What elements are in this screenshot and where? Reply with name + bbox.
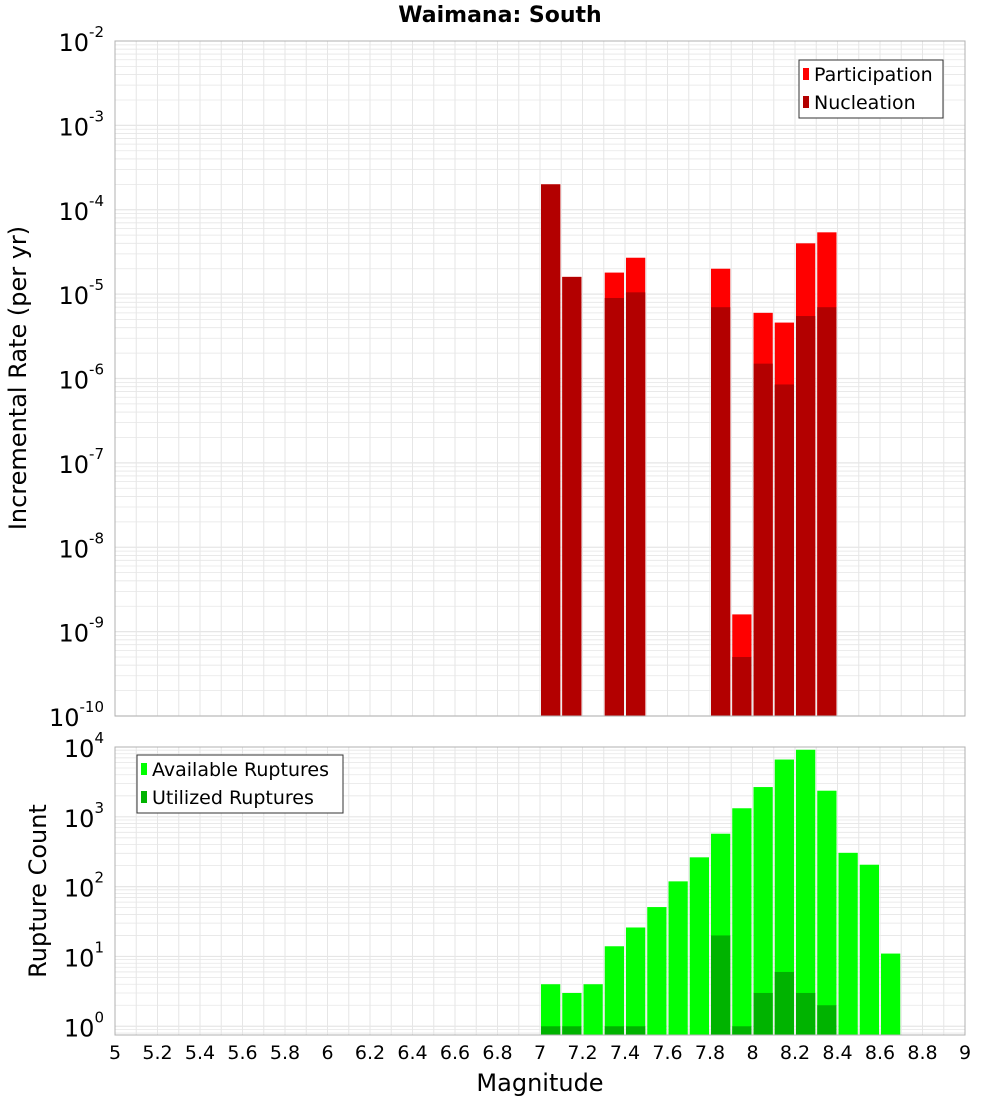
y-tick-label: 103	[64, 799, 104, 833]
chart-title: Waimana: South	[398, 3, 601, 28]
x-tick-label: 6.4	[397, 1042, 427, 1064]
utilized-ruptures-bar	[562, 1026, 582, 1035]
utilized-ruptures-bar	[626, 1026, 646, 1035]
rate-y-ticks: 10-10 10-9 10-8 10-7 10-6 10-5 10-4 10-3 10-2	[49, 23, 104, 732]
legend-label: Available Ruptures	[152, 759, 329, 781]
rate-panel: 10-10 10-9 10-8 10-7 10-6 10-5 10-4 10-3 10-2 In…	[4, 23, 966, 732]
utilized-ruptures-bar	[796, 992, 816, 1035]
y-tick-label: 10-9	[58, 614, 104, 648]
nucleation-bar	[626, 292, 646, 716]
legend-box	[798, 59, 944, 119]
y-tick-label: 10-7	[58, 445, 104, 479]
legend-swatch	[803, 68, 809, 80]
x-tick-label: 6	[321, 1042, 333, 1064]
legend-label: Participation	[814, 64, 933, 86]
count-bars	[541, 749, 901, 1035]
legend-label: Nucleation	[814, 92, 916, 114]
y-tick-label: 10-4	[58, 192, 104, 226]
nucleation-bar	[796, 316, 816, 716]
rate-y-axis-label: Incremental Rate (per yr)	[4, 226, 32, 530]
x-tick-label: 5.6	[227, 1042, 257, 1064]
nucleation-bar	[732, 657, 752, 716]
available-ruptures-bar	[753, 787, 773, 1035]
rate-plot-frame	[114, 40, 966, 717]
x-tick-label: 8	[746, 1042, 758, 1064]
count-y-axis-label: Rupture Count	[24, 804, 52, 978]
rate-bars	[541, 184, 837, 717]
y-tick-label: 10-6	[58, 361, 104, 395]
available-ruptures-bar	[626, 927, 646, 1035]
x-tick-label: 5.8	[270, 1042, 300, 1064]
rate-legend: Participation Nucleation	[798, 59, 944, 119]
x-tick-label: 7.2	[567, 1042, 597, 1064]
x-tick-label: 5	[109, 1042, 121, 1064]
y-tick-label: 102	[64, 869, 104, 903]
legend-box	[136, 754, 344, 814]
available-ruptures-bar	[604, 946, 624, 1035]
y-tick-label: 10-2	[58, 23, 104, 57]
utilized-ruptures-bar	[732, 1026, 752, 1035]
legend-swatch	[141, 791, 147, 803]
x-tick-label: 6.6	[440, 1042, 470, 1064]
utilized-ruptures-bar	[774, 971, 794, 1035]
nucleation-bar	[604, 297, 624, 716]
x-axis-label: Magnitude	[476, 1069, 603, 1097]
x-tick-label: 7	[534, 1042, 546, 1064]
available-ruptures-bar	[689, 857, 709, 1035]
count-panel: 100 101 102 103 104 Rupture Count Available …	[24, 729, 966, 1042]
available-ruptures-bar	[881, 953, 901, 1035]
nucleation-bar	[774, 384, 794, 716]
nucleation-bar	[562, 276, 582, 716]
available-ruptures-bar	[774, 759, 794, 1035]
count-y-ticks: 100 101 102 103 104	[64, 729, 104, 1042]
x-tick-label: 8.6	[865, 1042, 895, 1064]
x-tick-label: 7.6	[652, 1042, 682, 1064]
y-tick-label: 10-3	[58, 107, 104, 141]
y-tick-label: 101	[64, 938, 104, 972]
available-ruptures-bar	[796, 749, 816, 1035]
legend-swatch	[803, 96, 809, 108]
x-tick-label: 9	[959, 1042, 971, 1064]
available-ruptures-bar	[732, 808, 752, 1035]
y-tick-label: 10-10	[49, 698, 104, 732]
utilized-ruptures-bar	[541, 1026, 561, 1035]
available-ruptures-bar	[562, 992, 582, 1035]
nucleation-bar	[753, 363, 773, 716]
available-ruptures-bar	[647, 907, 667, 1035]
x-tick-label: 7.8	[695, 1042, 725, 1064]
count-legend: Available Ruptures Utilized Ruptures	[136, 754, 344, 814]
utilized-ruptures-bar	[817, 1005, 837, 1035]
utilized-ruptures-bar	[711, 935, 731, 1035]
y-tick-label: 10-5	[58, 276, 104, 310]
x-tick-label: 5.2	[142, 1042, 172, 1064]
x-tick-label: 7.4	[610, 1042, 640, 1064]
available-ruptures-bar	[838, 852, 858, 1035]
available-ruptures-bar	[859, 864, 879, 1035]
available-ruptures-bar	[541, 984, 561, 1035]
legend-label: Utilized Ruptures	[152, 787, 314, 809]
available-ruptures-bar	[668, 881, 688, 1035]
y-tick-label: 100	[64, 1008, 104, 1042]
utilized-ruptures-bar	[604, 1026, 624, 1035]
x-tick-labels: 5 5.2 5.4 5.6 5.8 6 6.2 6.4 6.6 6.8 7 7.2 7.4 7.6 7.8 8…	[109, 1042, 971, 1064]
x-tick-label: 6.2	[355, 1042, 385, 1064]
x-tick-label: 8.2	[780, 1042, 810, 1064]
nucleation-bar	[817, 307, 837, 716]
utilized-ruptures-bar	[753, 992, 773, 1035]
available-ruptures-bar	[817, 790, 837, 1035]
x-tick-label: 6.8	[482, 1042, 512, 1064]
rate-gridlines	[114, 41, 966, 717]
available-ruptures-bar	[583, 984, 603, 1035]
nucleation-bar	[711, 307, 731, 716]
count-plot-frame	[114, 746, 966, 1036]
nucleation-bar	[541, 184, 561, 717]
x-tick-label: 8.8	[907, 1042, 937, 1064]
y-tick-label: 10-8	[58, 529, 104, 563]
legend-swatch	[141, 763, 147, 775]
y-tick-label: 104	[64, 729, 104, 763]
x-tick-label: 5.4	[185, 1042, 215, 1064]
x-tick-label: 8.4	[822, 1042, 852, 1064]
